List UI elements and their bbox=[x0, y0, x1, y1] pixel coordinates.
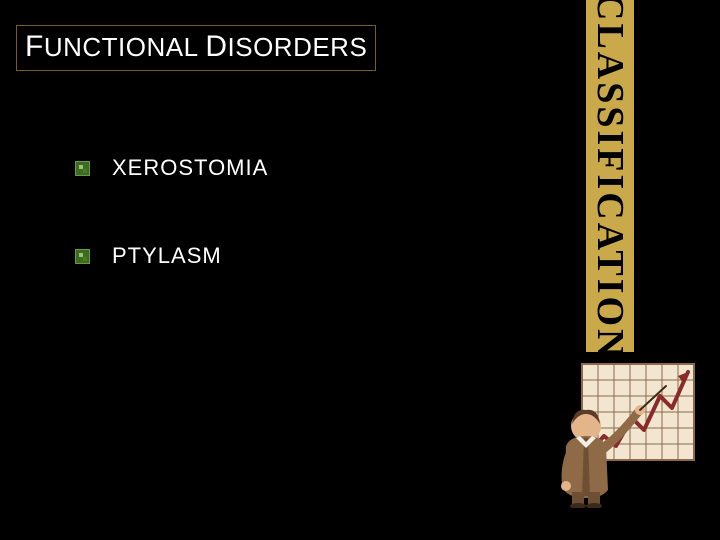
classification-band: CLASSIFICATION bbox=[586, 0, 634, 352]
clipart-svg bbox=[542, 358, 702, 508]
title-part-2: D bbox=[205, 30, 227, 63]
list-item: PTYLASM bbox=[75, 243, 268, 269]
bullet-list: XEROSTOMIA PTYLASM bbox=[75, 155, 268, 331]
businessman-chart-clipart bbox=[542, 358, 702, 508]
title-part-0: F bbox=[25, 30, 44, 63]
title-part-1: UNCTIONAL bbox=[44, 32, 206, 62]
bullet-icon bbox=[75, 249, 90, 264]
bullet-text-1: PTYLASM bbox=[112, 243, 222, 269]
slide-title-box: FUNCTIONAL DISORDERS bbox=[16, 25, 376, 71]
classification-label: CLASSIFICATION bbox=[588, 0, 632, 359]
slide-title: FUNCTIONAL DISORDERS bbox=[25, 30, 367, 64]
list-item: XEROSTOMIA bbox=[75, 155, 268, 181]
title-part-3: ISORDERS bbox=[228, 32, 368, 62]
bullet-icon bbox=[75, 161, 90, 176]
bullet-text-0: XEROSTOMIA bbox=[112, 155, 268, 181]
